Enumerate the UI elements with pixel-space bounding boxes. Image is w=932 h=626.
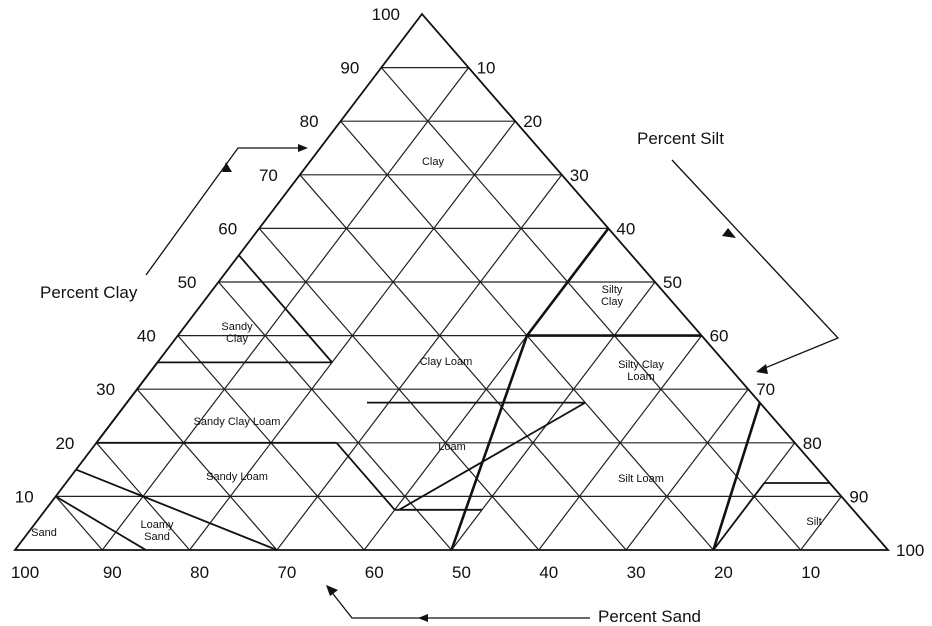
class-boundary [712, 482, 766, 551]
sand-tick-label: 90 [103, 563, 122, 582]
region-label-silty-clay: Silty Clay [601, 284, 624, 308]
sand-tick-label: 80 [190, 563, 209, 582]
class-boundary-heavy [450, 335, 529, 551]
silt-tick-label: 60 [710, 327, 729, 346]
clay-tick-label: 40 [137, 327, 156, 346]
silt-tick-label: 30 [570, 166, 589, 185]
sand-tick-label: 10 [801, 563, 820, 582]
sand-tick-label: 100 [11, 563, 39, 582]
grid-lines [55, 66, 842, 551]
region-label-clay-loam: Clay Loam [420, 356, 473, 368]
clay-tick-label: 50 [178, 273, 197, 292]
sand-grid-line [136, 388, 278, 551]
region-label-clay: Clay [422, 156, 445, 168]
clay-tick-label: 20 [55, 434, 74, 453]
texture-class-boundaries [55, 227, 830, 551]
class-boundary [398, 401, 586, 511]
silt-axis-ticks: 10 20 30 40 50 60 70 80 90 100 [477, 59, 925, 560]
sand-tick-label: 70 [277, 563, 296, 582]
class-boundary [335, 442, 396, 511]
silt-grid-line [800, 496, 842, 551]
class-boundary-heavy [712, 402, 762, 551]
sand-tick-label: 30 [627, 563, 646, 582]
silt-tick-label: 70 [756, 380, 775, 399]
sand-grid-line [380, 67, 802, 551]
region-label-silt: Silt [806, 516, 821, 528]
silt-direction-arrow [671, 159, 840, 374]
clay-tick-label: 100 [372, 5, 400, 24]
class-boundary-heavy [525, 227, 610, 337]
region-label-loam: Loam [438, 441, 466, 453]
sand-axis-title: Percent Sand [598, 607, 701, 626]
clay-tick-label: 90 [340, 59, 359, 78]
region-label-sandy-clay-loam: Sandy Clay Loam [194, 416, 281, 428]
silt-tick-label: 80 [803, 434, 822, 453]
clay-tick-label: 30 [96, 380, 115, 399]
silt-tick-label: 20 [523, 112, 542, 131]
clay-tick-label: 10 [15, 487, 34, 506]
class-boundary [238, 254, 333, 363]
region-label-silt-loam: Silt Loam [618, 473, 664, 485]
silt-grid-line [276, 174, 563, 551]
class-boundary [75, 468, 278, 551]
region-label-sandy-clay: Sandy Clay [221, 321, 253, 345]
sand-tick-label: 40 [539, 563, 558, 582]
sand-tick-label: 60 [365, 563, 384, 582]
sand-tick-label: 50 [452, 563, 471, 582]
sand-axis-ticks: 100 90 80 70 60 50 40 30 20 10 [11, 563, 820, 582]
silt-tick-label: 50 [663, 273, 682, 292]
silt-tick-label: 40 [616, 219, 635, 238]
sand-grid-line [299, 174, 627, 551]
class-boundary [55, 495, 147, 551]
region-label-sandy-loam: Sandy Loam [206, 471, 268, 483]
silt-grid-line [451, 281, 656, 551]
triangle-outline [13, 12, 890, 551]
sand-grid-line [55, 496, 103, 551]
texture-class-labels: Clay Silty Clay Sandy Clay Clay Loam Silty Cla… [31, 156, 821, 543]
sand-grid-line [218, 281, 452, 551]
clay-axis-ticks: 10 20 30 40 50 60 70 80 90 100 [15, 5, 400, 506]
clay-axis-title: Percent Clay [40, 283, 138, 302]
sand-direction-arrow [326, 585, 590, 622]
silt-axis-title: Percent Silt [637, 129, 724, 148]
silt-tick-label: 90 [849, 487, 868, 506]
region-label-sand: Sand [31, 527, 57, 539]
silt-tick-label: 100 [896, 541, 924, 560]
region-label-silty-clay-loam: Silty Clay Loam [618, 359, 664, 383]
clay-tick-label: 70 [259, 166, 278, 185]
clay-tick-label: 60 [218, 219, 237, 238]
clay-direction-arrow [145, 144, 308, 276]
sand-tick-label: 20 [714, 563, 733, 582]
region-label-loamy-sand: Loamy Sand [140, 519, 174, 543]
silt-grid-line [625, 388, 749, 551]
silt-tick-label: 10 [477, 59, 496, 78]
clay-tick-label: 80 [300, 112, 319, 131]
silt-grid-line [538, 335, 703, 551]
